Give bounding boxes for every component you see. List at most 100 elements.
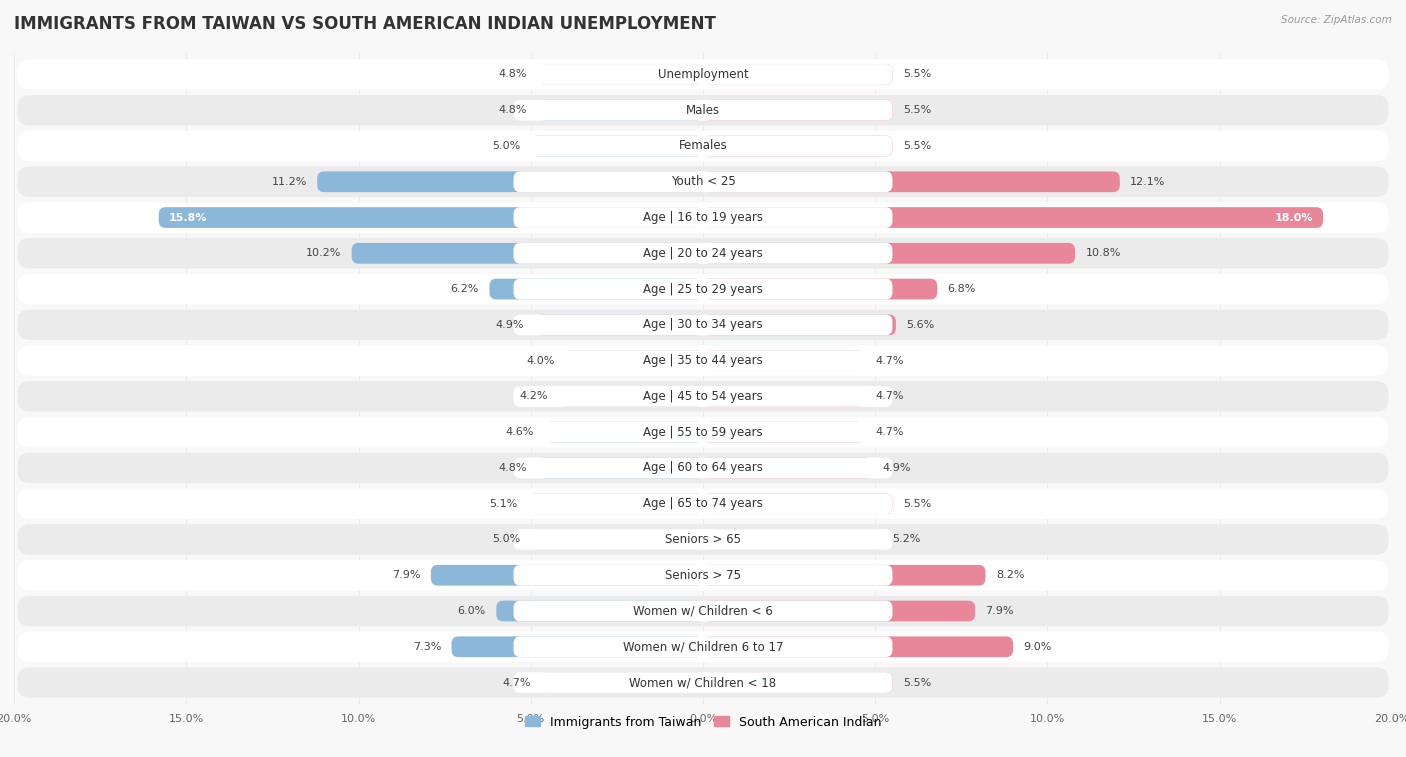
FancyBboxPatch shape: [496, 600, 703, 621]
Text: Age | 35 to 44 years: Age | 35 to 44 years: [643, 354, 763, 367]
Text: Women w/ Children < 6: Women w/ Children < 6: [633, 605, 773, 618]
Text: 15.8%: 15.8%: [169, 213, 208, 223]
FancyBboxPatch shape: [703, 494, 893, 514]
FancyBboxPatch shape: [513, 350, 893, 371]
Text: 4.8%: 4.8%: [499, 105, 527, 115]
FancyBboxPatch shape: [17, 238, 1389, 269]
FancyBboxPatch shape: [513, 64, 893, 85]
FancyBboxPatch shape: [703, 100, 893, 120]
FancyBboxPatch shape: [513, 494, 893, 514]
Text: 5.5%: 5.5%: [903, 678, 931, 687]
Text: Age | 25 to 29 years: Age | 25 to 29 years: [643, 282, 763, 295]
Text: 6.2%: 6.2%: [451, 284, 479, 294]
FancyBboxPatch shape: [531, 136, 703, 157]
Text: 6.8%: 6.8%: [948, 284, 976, 294]
Text: 5.0%: 5.0%: [492, 534, 520, 544]
Text: 5.5%: 5.5%: [903, 105, 931, 115]
FancyBboxPatch shape: [17, 310, 1389, 340]
FancyBboxPatch shape: [703, 637, 1012, 657]
Text: 4.0%: 4.0%: [526, 356, 555, 366]
Text: Age | 60 to 64 years: Age | 60 to 64 years: [643, 462, 763, 475]
FancyBboxPatch shape: [430, 565, 703, 586]
FancyBboxPatch shape: [451, 637, 703, 657]
FancyBboxPatch shape: [17, 167, 1389, 197]
Text: 4.6%: 4.6%: [506, 427, 534, 437]
Text: 4.9%: 4.9%: [495, 320, 524, 330]
FancyBboxPatch shape: [17, 95, 1389, 126]
Text: IMMIGRANTS FROM TAIWAN VS SOUTH AMERICAN INDIAN UNEMPLOYMENT: IMMIGRANTS FROM TAIWAN VS SOUTH AMERICAN…: [14, 15, 716, 33]
Text: 10.8%: 10.8%: [1085, 248, 1121, 258]
FancyBboxPatch shape: [703, 171, 1119, 192]
FancyBboxPatch shape: [17, 131, 1389, 161]
Text: 5.5%: 5.5%: [903, 141, 931, 151]
Text: Age | 45 to 54 years: Age | 45 to 54 years: [643, 390, 763, 403]
Text: Age | 16 to 19 years: Age | 16 to 19 years: [643, 211, 763, 224]
Text: 10.2%: 10.2%: [307, 248, 342, 258]
FancyBboxPatch shape: [17, 560, 1389, 590]
FancyBboxPatch shape: [537, 64, 703, 85]
Text: 4.7%: 4.7%: [875, 356, 904, 366]
Text: 6.0%: 6.0%: [458, 606, 486, 616]
FancyBboxPatch shape: [703, 457, 872, 478]
Text: Unemployment: Unemployment: [658, 68, 748, 81]
FancyBboxPatch shape: [513, 565, 893, 586]
FancyBboxPatch shape: [541, 672, 703, 693]
FancyBboxPatch shape: [513, 171, 893, 192]
FancyBboxPatch shape: [703, 207, 1323, 228]
FancyBboxPatch shape: [17, 668, 1389, 698]
Text: 5.0%: 5.0%: [492, 141, 520, 151]
Text: Seniors > 75: Seniors > 75: [665, 569, 741, 581]
Text: 5.5%: 5.5%: [903, 499, 931, 509]
FancyBboxPatch shape: [17, 631, 1389, 662]
FancyBboxPatch shape: [159, 207, 703, 228]
FancyBboxPatch shape: [703, 422, 865, 443]
Text: 5.5%: 5.5%: [903, 70, 931, 79]
FancyBboxPatch shape: [703, 672, 893, 693]
FancyBboxPatch shape: [17, 59, 1389, 89]
Text: 18.0%: 18.0%: [1274, 213, 1313, 223]
FancyBboxPatch shape: [17, 525, 1389, 555]
Text: Source: ZipAtlas.com: Source: ZipAtlas.com: [1281, 15, 1392, 25]
Text: Women w/ Children < 18: Women w/ Children < 18: [630, 676, 776, 689]
FancyBboxPatch shape: [703, 386, 865, 407]
FancyBboxPatch shape: [513, 314, 893, 335]
Text: Age | 20 to 24 years: Age | 20 to 24 years: [643, 247, 763, 260]
Legend: Immigrants from Taiwan, South American Indian: Immigrants from Taiwan, South American I…: [520, 711, 886, 734]
Text: 4.7%: 4.7%: [502, 678, 531, 687]
FancyBboxPatch shape: [703, 350, 865, 371]
FancyBboxPatch shape: [531, 529, 703, 550]
Text: Males: Males: [686, 104, 720, 117]
FancyBboxPatch shape: [513, 386, 893, 407]
Text: 5.6%: 5.6%: [907, 320, 935, 330]
FancyBboxPatch shape: [513, 243, 893, 263]
FancyBboxPatch shape: [527, 494, 703, 514]
FancyBboxPatch shape: [17, 382, 1389, 412]
FancyBboxPatch shape: [17, 596, 1389, 626]
Text: Seniors > 65: Seniors > 65: [665, 533, 741, 546]
Text: 7.9%: 7.9%: [392, 570, 420, 580]
FancyBboxPatch shape: [703, 600, 976, 621]
FancyBboxPatch shape: [17, 417, 1389, 447]
Text: 4.8%: 4.8%: [499, 463, 527, 473]
FancyBboxPatch shape: [318, 171, 703, 192]
FancyBboxPatch shape: [513, 457, 893, 478]
FancyBboxPatch shape: [489, 279, 703, 300]
FancyBboxPatch shape: [544, 422, 703, 443]
FancyBboxPatch shape: [513, 422, 893, 443]
Text: Age | 55 to 59 years: Age | 55 to 59 years: [643, 425, 763, 438]
FancyBboxPatch shape: [17, 345, 1389, 375]
Text: Age | 65 to 74 years: Age | 65 to 74 years: [643, 497, 763, 510]
Text: 8.2%: 8.2%: [995, 570, 1025, 580]
Text: 4.2%: 4.2%: [519, 391, 548, 401]
Text: 5.1%: 5.1%: [489, 499, 517, 509]
Text: 4.7%: 4.7%: [875, 427, 904, 437]
Text: Youth < 25: Youth < 25: [671, 176, 735, 188]
FancyBboxPatch shape: [703, 136, 893, 157]
FancyBboxPatch shape: [703, 314, 896, 335]
FancyBboxPatch shape: [513, 637, 893, 657]
FancyBboxPatch shape: [513, 279, 893, 300]
Text: 7.9%: 7.9%: [986, 606, 1014, 616]
FancyBboxPatch shape: [513, 136, 893, 157]
FancyBboxPatch shape: [352, 243, 703, 263]
FancyBboxPatch shape: [513, 600, 893, 621]
